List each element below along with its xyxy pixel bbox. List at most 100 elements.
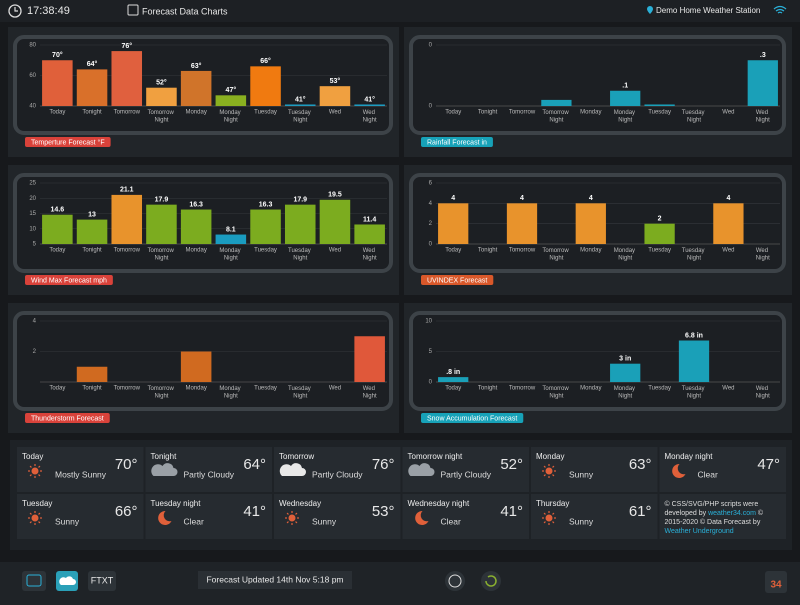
x-tick-label: Monday Night <box>219 248 242 262</box>
ftxt-button[interactable] <box>88 571 116 591</box>
chart-title: Snow Accumulation Forecast <box>427 415 517 422</box>
x-tick-line: Night <box>154 255 168 261</box>
forecast-temp: 61° <box>629 503 652 520</box>
x-tick-label: Tuesday Night <box>288 248 312 262</box>
x-tick-line: Monday <box>614 110 637 116</box>
x-tick-line: Night <box>224 393 238 399</box>
credits-link[interactable]: Weather Underground <box>665 528 734 535</box>
sun-ray <box>38 521 41 524</box>
chart-badge <box>25 275 113 285</box>
sun-icon <box>31 514 39 522</box>
x-tick-line: Wed <box>363 248 377 254</box>
sun-ray <box>286 512 289 515</box>
forecast-period: Thursday <box>536 499 569 508</box>
value-label: 4 <box>451 195 455 202</box>
x-tick-line: Tomorrow <box>147 110 175 116</box>
sun-ray <box>295 521 298 524</box>
forecast-temp: 70° <box>115 456 138 473</box>
sun-ray <box>29 465 32 468</box>
x-tick-label: Monday Night <box>219 110 242 124</box>
y-tick-label: 0 <box>429 43 433 49</box>
sun-ray <box>552 521 555 524</box>
y-tick-label: 15 <box>29 211 36 217</box>
bar <box>146 87 177 106</box>
x-tick-label: Tonight <box>478 110 498 116</box>
forecast-period: Today <box>22 452 43 461</box>
x-tick-line: Night <box>549 393 563 399</box>
bar <box>180 209 212 244</box>
info-button[interactable] <box>445 571 465 591</box>
x-tick-label: Tuesday Night <box>288 110 312 124</box>
forecast-cell <box>659 447 786 492</box>
footer-bar <box>0 562 800 605</box>
x-tick-label: Monday <box>580 110 601 116</box>
bar <box>111 194 143 244</box>
x-tick-line: Night <box>224 117 238 123</box>
forecast-condition: Clear <box>441 516 461 526</box>
bar <box>610 90 641 106</box>
value-label: 8.1 <box>226 226 236 233</box>
x-tick-label: Today <box>49 386 65 392</box>
x-tick-line: Night <box>224 255 238 261</box>
y-tick-label: 0 <box>429 242 433 248</box>
x-tick-label: Today <box>445 386 461 392</box>
x-tick-line: Wed <box>756 386 770 392</box>
sun-ray <box>295 512 298 515</box>
x-tick-label: Today <box>445 110 461 116</box>
bar <box>575 203 606 244</box>
header-bar <box>0 0 800 22</box>
x-tick-label: Tomorrow Night <box>542 386 570 400</box>
x-tick-label: Tuesday Night <box>288 386 312 400</box>
x-tick-label: Wed <box>329 248 341 254</box>
x-tick-label: Tomorrow <box>509 386 536 392</box>
x-tick-line: Monday <box>614 386 637 392</box>
chart-badge <box>25 137 111 147</box>
x-tick-line: Night <box>154 117 168 123</box>
x-tick-line: Monday <box>219 248 242 254</box>
forecast-condition: Partly Cloudy <box>312 469 363 479</box>
x-tick-label: Wed Night <box>363 110 377 124</box>
x-tick-line: Night <box>363 117 377 123</box>
forecast-period: Monday night <box>665 452 714 461</box>
x-tick-line: Wed <box>756 110 770 116</box>
y-tick-label: 0 <box>429 104 433 110</box>
x-tick-line: Tuesday <box>288 386 312 392</box>
y-tick-label: 4 <box>33 319 37 325</box>
chart-badge <box>421 413 524 423</box>
x-tick-line: Night <box>756 117 770 123</box>
bar <box>250 209 281 244</box>
x-tick-label: Tomorrow <box>509 248 536 254</box>
forecast-condition: Partly Cloudy <box>184 469 235 479</box>
x-tick-label: Tomorrow Night <box>542 110 570 124</box>
bar <box>354 336 385 382</box>
wifi-icon <box>773 5 787 14</box>
forecast-period: Tuesday night <box>151 499 202 508</box>
chart-badge <box>421 137 493 147</box>
x-tick-line: Night <box>618 255 632 261</box>
bar <box>146 204 177 244</box>
value-label: 53° <box>330 77 341 85</box>
x-tick-label: Tuesday Night <box>682 110 706 124</box>
value-label: 41° <box>364 95 375 103</box>
sun-ray <box>543 465 546 468</box>
y-tick-label: 2 <box>33 349 37 355</box>
y-tick-label: 0 <box>429 380 433 386</box>
x-tick-label: Monday Night <box>614 110 637 124</box>
credits-link[interactable]: weather34.com <box>707 510 756 517</box>
chart-title: Rainfall Forecast in <box>427 139 487 146</box>
bar <box>76 366 108 382</box>
y-tick-label: 80 <box>29 43 36 49</box>
clock-time: 17:38:49 <box>27 5 70 17</box>
bar <box>284 104 316 106</box>
cloud-icon <box>151 463 178 476</box>
update-box <box>198 571 352 589</box>
value-label: 6.8 in <box>685 332 703 339</box>
refresh-button[interactable] <box>481 571 501 591</box>
forecast-temp: 47° <box>757 456 780 473</box>
sun-ray <box>29 521 32 524</box>
moon-icon <box>415 510 429 525</box>
bar <box>250 66 281 106</box>
sun-ray <box>552 474 555 477</box>
menu-button[interactable] <box>22 571 46 591</box>
